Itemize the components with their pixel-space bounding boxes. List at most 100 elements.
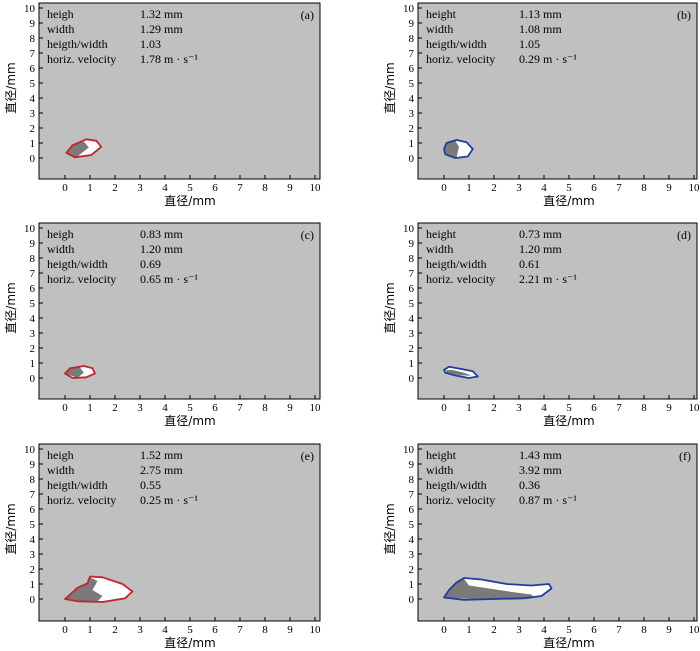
y-axis-label: 直径/mm [383,503,397,554]
y-tick-label: 3 [409,108,415,120]
x-tick-label: 1 [87,182,93,194]
chart-panel-3: 0 1 2 3 4 5 6 7 8 9 10 0 1 2 3 4 5 6 7 8 9 10 直径/mm 直径/mm (c) hei… [4,222,321,428]
x-tick-label: 10 [310,182,322,194]
x-tick-label: 5 [187,182,193,194]
y-tick-label: 3 [30,328,36,340]
y-tick-label: 1 [409,138,415,150]
x-tick-label: 2 [491,402,497,414]
info-value: 1.43 mm [519,448,562,462]
info-value: 0.83 mm [140,227,183,241]
droplet-outline [443,365,479,379]
info-value: 1.05 [519,37,540,51]
panel-tag: (d) [677,228,691,242]
y-tick-label: 10 [403,444,415,456]
info-name: heigh [47,7,74,21]
x-tick-label: 7 [616,624,622,636]
droplet-shaded-region [65,577,103,602]
info-value: 2.75 mm [140,463,183,477]
chart-panel-2: 0 1 2 3 4 5 6 7 8 9 10 0 1 2 3 4 5 6 7 8 9 10 直径/mm 直径/mm (b) hei… [383,2,700,208]
y-tick-label: 8 [409,253,415,265]
x-tick-label: 9 [666,182,672,194]
y-tick-label: 5 [30,298,36,310]
x-tick-label: 9 [666,402,672,414]
panel-tag: (e) [301,449,314,463]
info-name: horiz. velocity [426,493,495,507]
droplet-shaded-region [65,367,84,378]
x-tick-label: 8 [262,624,268,636]
x-axis-label: 直径/mm [164,194,215,208]
info-name: heigth/width [426,37,487,51]
x-tick-label: 6 [591,182,597,194]
info-name: width [426,22,453,36]
y-tick-label: 8 [30,33,36,45]
x-tick-label: 4 [162,182,168,194]
x-tick-label: 1 [87,402,93,414]
x-tick-label: 8 [641,624,647,636]
x-axis-label: 直径/mm [543,636,594,650]
y-tick-label: 9 [409,459,415,471]
info-name: width [47,242,74,256]
info-value: 3.92 mm [519,463,562,477]
x-tick-label: 7 [616,182,622,194]
info-value: 1.20 mm [519,242,562,256]
y-tick-label: 5 [30,519,36,531]
y-tick-label: 10 [403,3,415,15]
x-tick-label: 4 [162,402,168,414]
x-tick-label: 0 [62,182,68,194]
y-tick-label: 4 [30,534,36,546]
droplet-outline [64,575,134,603]
info-name: horiz. velocity [47,493,116,507]
x-tick-label: 4 [162,624,168,636]
x-tick-label: 6 [591,402,597,414]
x-tick-label: 8 [641,182,647,194]
x-tick-label: 10 [689,624,700,636]
y-tick-label: 1 [30,579,36,591]
y-tick-label: 8 [30,474,36,486]
x-tick-label: 1 [466,402,472,414]
info-value: 0.73 mm [519,227,562,241]
y-tick-label: 0 [409,373,415,385]
x-tick-label: 9 [666,624,672,636]
y-tick-label: 7 [30,48,36,60]
x-tick-label: 2 [112,402,118,414]
droplet-outline [443,139,474,159]
x-tick-label: 7 [237,182,243,194]
x-tick-label: 3 [516,182,522,194]
x-tick-label: 7 [237,402,243,414]
y-tick-label: 3 [409,549,415,561]
y-tick-label: 6 [30,504,36,516]
x-tick-label: 7 [237,624,243,636]
x-tick-label: 10 [310,624,322,636]
info-value: 0.29 m · s⁻¹ [519,52,577,66]
info-value: 0.87 m · s⁻¹ [519,493,577,507]
info-value: 1.29 mm [140,22,183,36]
info-value: 0.36 [519,478,540,492]
info-value: 1.32 mm [140,7,183,21]
x-tick-label: 6 [212,402,218,414]
x-axis-label: 直径/mm [164,414,215,428]
y-tick-label: 3 [30,549,36,561]
y-tick-label: 5 [30,78,36,90]
x-axis-label: 直径/mm [543,194,594,208]
info-value: 0.65 m · s⁻¹ [140,272,198,286]
x-tick-label: 3 [137,182,143,194]
x-tick-label: 10 [689,402,700,414]
info-value: 1.78 m · s⁻¹ [140,52,198,66]
chart-panel-4: 0 1 2 3 4 5 6 7 8 9 10 0 1 2 3 4 5 6 7 8 9 10 直径/mm 直径/mm (d) hei… [383,222,700,428]
info-name: heigth/width [47,37,108,51]
x-tick-label: 1 [87,624,93,636]
x-axis-label: 直径/mm [543,414,594,428]
x-tick-label: 0 [441,182,447,194]
y-tick-label: 5 [409,78,415,90]
chart-panel-6: 0 1 2 3 4 5 6 7 8 9 10 0 1 2 3 4 5 6 7 8 9 10 直径/mm 直径/mm (f) hei… [383,443,700,650]
x-tick-label: 2 [112,624,118,636]
y-tick-label: 1 [409,579,415,591]
info-name: width [47,22,74,36]
y-tick-label: 2 [409,123,415,135]
info-value: 0.61 [519,257,540,271]
x-tick-label: 0 [62,624,68,636]
y-tick-label: 6 [30,63,36,75]
y-tick-label: 0 [409,594,415,606]
info-name: heigth/width [426,257,487,271]
info-name: heigth/width [426,478,487,492]
